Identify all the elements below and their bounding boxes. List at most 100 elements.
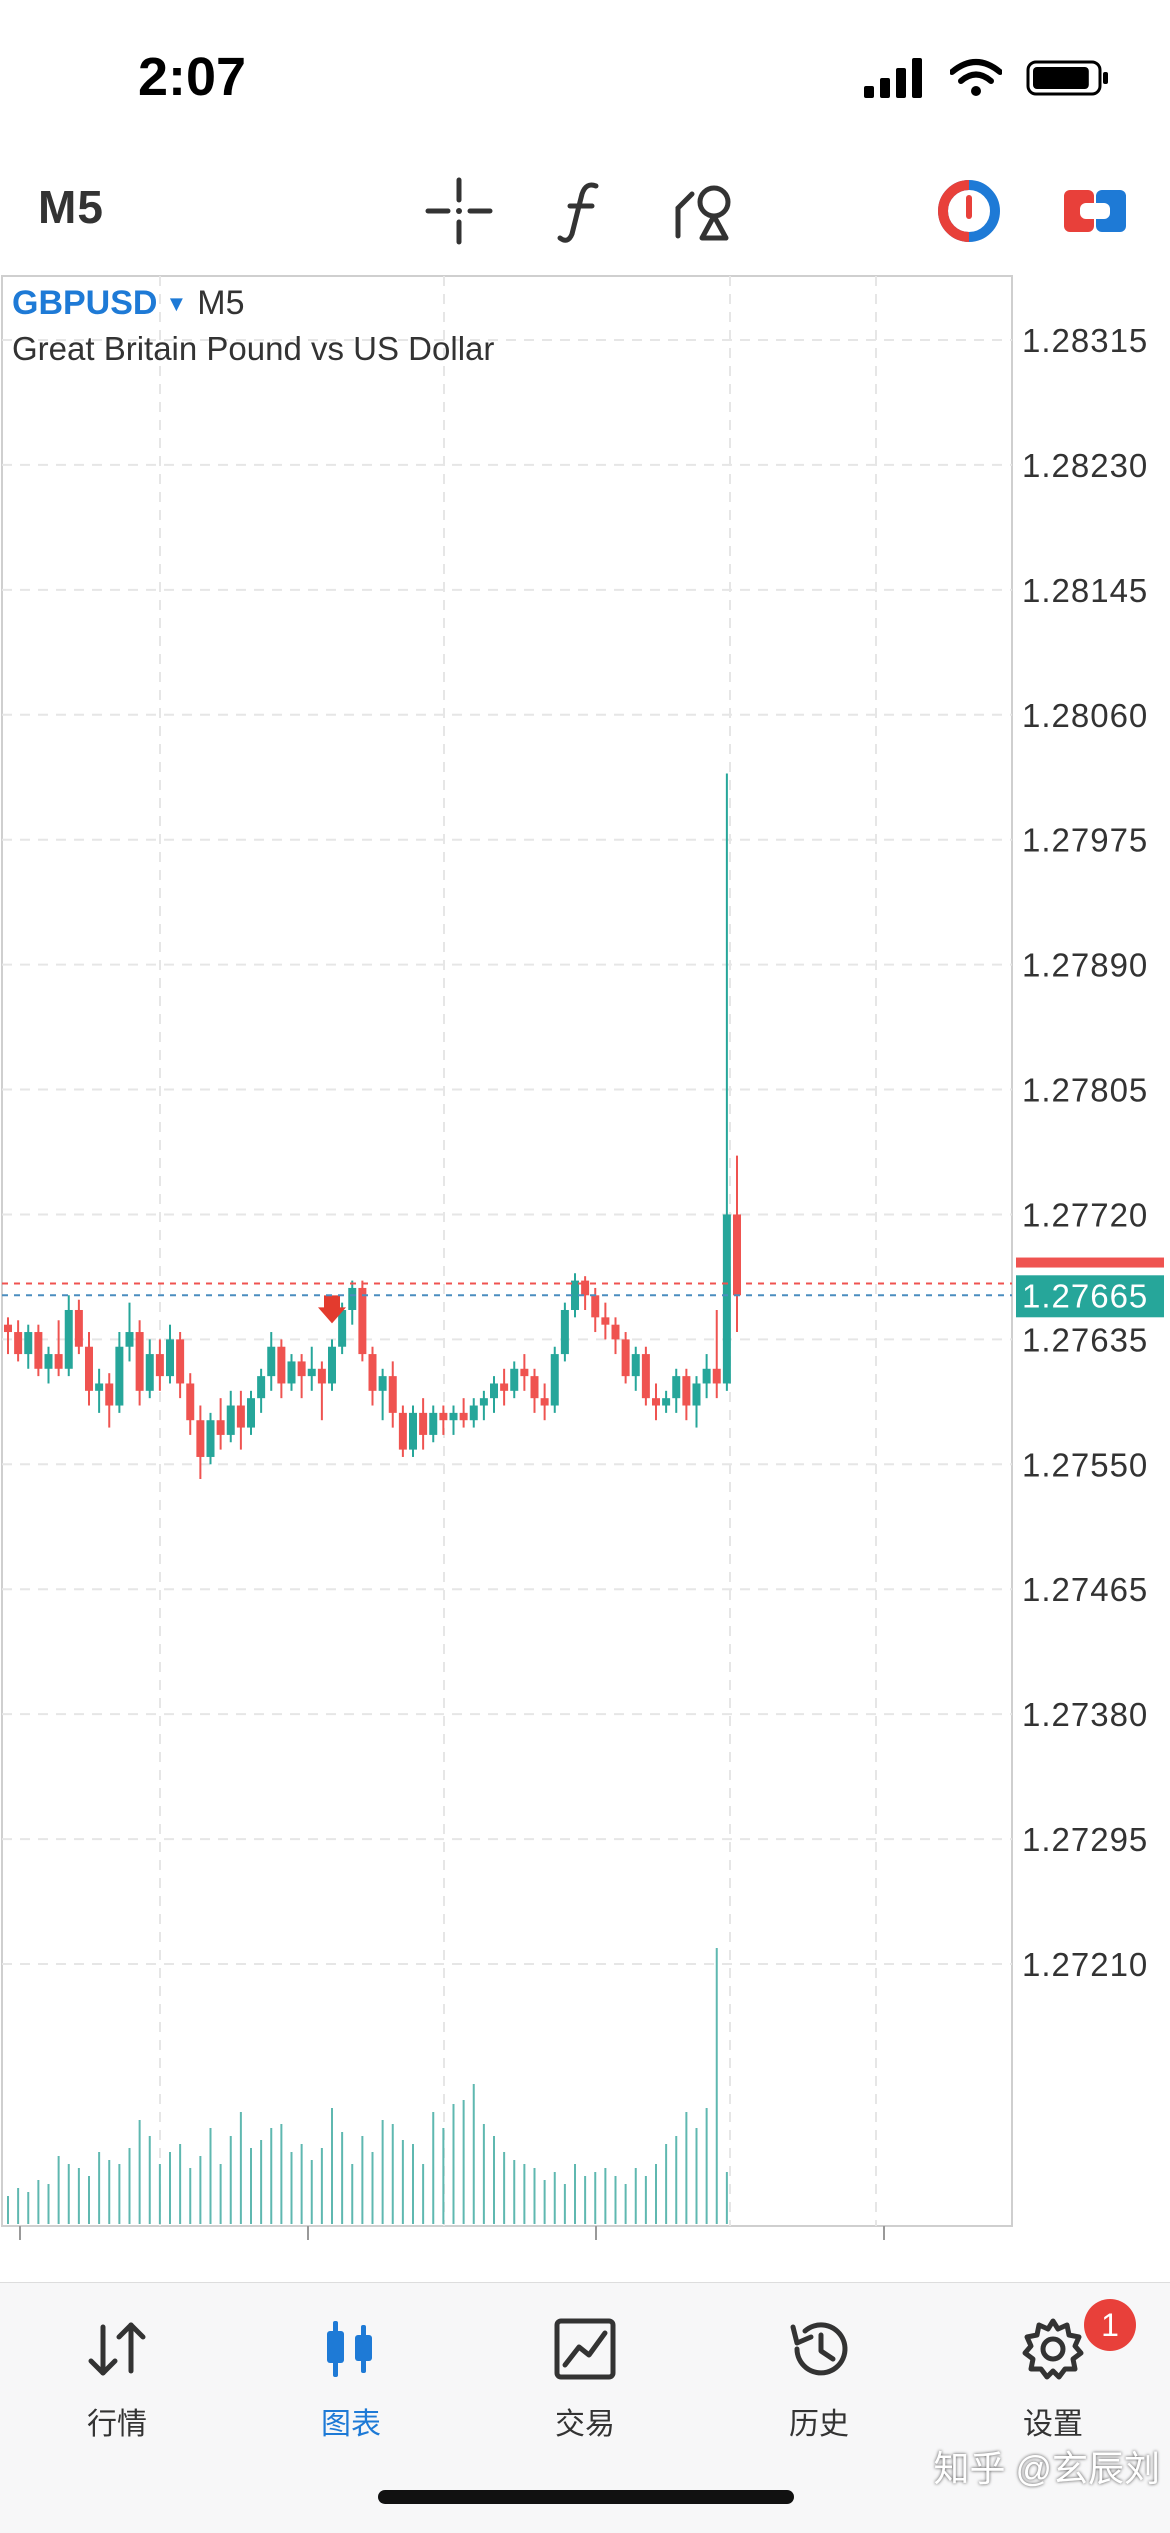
chart-icon (327, 2321, 372, 2377)
symbol-caret-icon[interactable]: ▼ (165, 291, 188, 316)
status-icons (864, 56, 1110, 100)
candle-body (378, 1376, 387, 1391)
candle-body (257, 1376, 266, 1399)
candle-body (540, 1398, 549, 1406)
one-click-trading-icon[interactable] (934, 176, 1004, 246)
candle-body (500, 1383, 509, 1391)
home-indicator[interactable] (378, 2490, 794, 2504)
candle-body (196, 1420, 205, 1457)
candle-body (682, 1376, 691, 1406)
symbol-header[interactable]: GBPUSD ▼ M5 (12, 284, 244, 323)
candle-body (166, 1339, 174, 1377)
candle-body (581, 1280, 590, 1296)
candle-body (297, 1361, 306, 1377)
candle-body (236, 1405, 245, 1428)
candle-body (449, 1412, 458, 1421)
settings-icon (1022, 2318, 1084, 2380)
candle-body (206, 1420, 215, 1457)
candle-body (641, 1354, 650, 1399)
y-tick-label: 1.27550 (1022, 1446, 1148, 1483)
candle-body (712, 1368, 721, 1384)
ask-price-tag (1016, 1257, 1164, 1268)
tab-chart[interactable]: 图表 (234, 2313, 468, 2443)
trade-icon (554, 2318, 616, 2380)
tab-quotes[interactable]: 行情 (0, 2313, 234, 2443)
y-tick-label: 1.28315 (1022, 322, 1148, 359)
candle-body (34, 1332, 43, 1369)
candle-body (530, 1376, 539, 1399)
y-tick-label: 1.27210 (1022, 1946, 1148, 1983)
candle-body (692, 1383, 701, 1406)
candle-body (226, 1405, 235, 1435)
chart-toolbar: M5 (0, 150, 1170, 268)
y-tick-label: 1.27465 (1022, 1571, 1148, 1608)
y-tick-label: 1.28145 (1022, 572, 1148, 609)
bid-price-tag (1016, 1275, 1164, 1318)
candle-body (4, 1324, 12, 1333)
x-tick-label: 21 Jun 02:25 (26, 2238, 229, 2244)
candle-body (44, 1354, 53, 1369)
candle-body (560, 1309, 569, 1355)
candle-body (74, 1309, 83, 1347)
y-tick-label: 1.27295 (1022, 1821, 1148, 1858)
settings-badge: 1 (1084, 2299, 1136, 2351)
watermark: 知乎 @玄辰刘 (933, 2448, 1160, 2489)
sell-arrow-icon[interactable] (318, 1295, 346, 1324)
candle-body (287, 1361, 296, 1384)
price-chart[interactable]: 1.28315 1.28230 1.28145 1.28060 1.27975 1.278… (0, 274, 1170, 2244)
candle-body (368, 1354, 377, 1391)
status-bar: 2:07 (0, 0, 1170, 150)
crosshair-icon[interactable] (424, 176, 494, 246)
objects-icon[interactable] (672, 176, 742, 246)
candle-body (662, 1398, 671, 1406)
candle-body (216, 1420, 225, 1435)
y-tick-label: 1.28060 (1022, 697, 1148, 734)
tab-label: 图表 (321, 2408, 381, 2441)
candle-body (348, 1287, 357, 1310)
candle-body (490, 1383, 498, 1399)
candle-body (155, 1354, 164, 1377)
bid-price-label: 1.27665 (1022, 1277, 1148, 1314)
symbol-name[interactable]: GBPUSD (12, 284, 158, 322)
candle-body (520, 1368, 529, 1377)
tab-settings[interactable]: 设置 1 (936, 2299, 1170, 2443)
candle-body (702, 1368, 711, 1384)
battery-icon (1026, 60, 1108, 96)
candle-body (317, 1368, 326, 1384)
tab-trade[interactable]: 交易 (468, 2313, 702, 2443)
candle-body (439, 1412, 448, 1421)
candle-body (24, 1332, 33, 1355)
y-tick-label: 1.27380 (1022, 1696, 1148, 1733)
candle-body (469, 1405, 478, 1421)
wifi-icon (950, 59, 1002, 96)
timeframe-button[interactable]: M5 (38, 181, 104, 233)
x-tick-label: 21 Jun 10:25 (890, 2238, 1093, 2244)
candle-body (247, 1398, 255, 1428)
candle-body (328, 1346, 336, 1384)
candle-body (186, 1383, 195, 1421)
candle-body (621, 1339, 630, 1377)
candle-body (672, 1376, 681, 1399)
candle-body (722, 1214, 731, 1384)
candle-body (652, 1398, 660, 1406)
candle-body (135, 1332, 144, 1391)
chart-mode-icon[interactable] (1060, 176, 1130, 246)
chart-canvas[interactable]: 1.28315 1.28230 1.28145 1.28060 1.27975 1.278… (0, 274, 1170, 2244)
candle-body (14, 1332, 23, 1355)
candle-body (176, 1339, 185, 1384)
x-tick-label: 21 Jun 07:45 (602, 2238, 805, 2244)
quotes-icon (88, 2322, 146, 2376)
candle-body (631, 1354, 640, 1377)
y-tick-label: 1.28230 (1022, 447, 1148, 484)
history-icon (790, 2322, 848, 2376)
tab-history[interactable]: 历史 (702, 2313, 936, 2443)
function-icon[interactable] (548, 176, 618, 246)
plot-frame (1, 275, 1013, 2227)
candle-body (338, 1309, 347, 1347)
bottom-tab-bar: 行情 图表 交易 历史 设置 1 (0, 2282, 1170, 2533)
candle-body (601, 1317, 610, 1325)
candle-body (105, 1383, 114, 1406)
tab-label: 历史 (789, 2408, 849, 2441)
candle-body (398, 1412, 407, 1450)
y-tick-label: 1.27975 (1022, 822, 1148, 859)
